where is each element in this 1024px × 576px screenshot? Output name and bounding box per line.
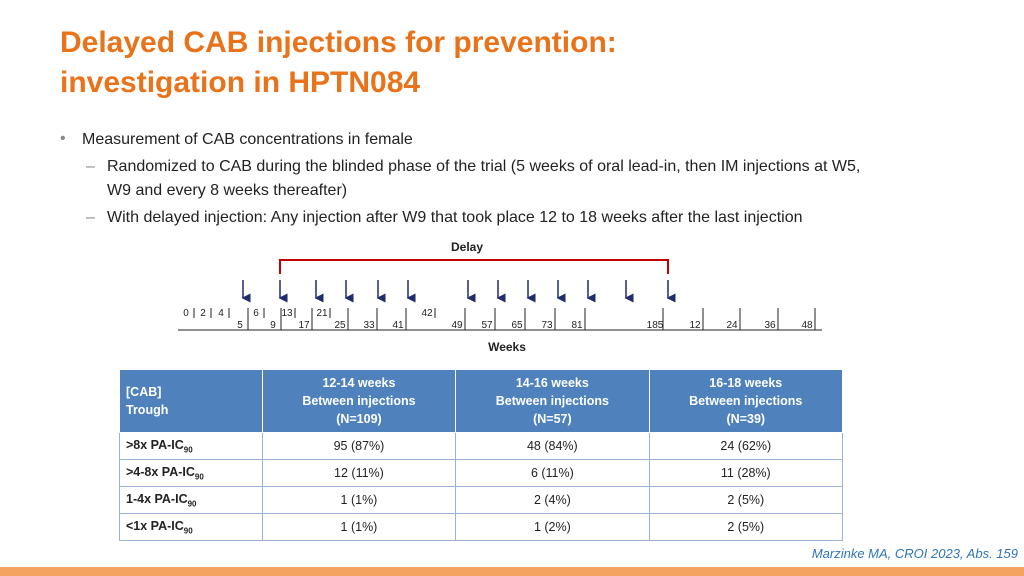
bullet: Randomized to CAB during the blinded pha… [107,158,861,175]
dash: – [86,209,95,226]
label-sub: 90 [187,499,197,509]
header-cell: 16-18 weeks Between injections (N=39) [648,369,844,433]
header-cell: 12-14 weeks Between injections (N=109) [261,369,457,433]
table: [CAB] Trough 12-14 weeks Between injectio… [119,369,844,541]
cell: 24 (62%) [648,432,844,460]
row: <1x PA-IC90 1 (1%) 1 (2%) 2 (5%) [119,513,844,541]
cell: 1 (1%) [261,486,457,514]
week-label: 9 [270,320,276,331]
cell: 2 (5%) [648,486,844,514]
week-label: 49 [451,320,463,331]
label-sub: 90 [194,472,204,482]
week-label: 33 [363,320,375,331]
title-line: Delayed CAB injections for prevention: [60,26,617,59]
week-label: 185 [647,320,664,331]
cell: 6 (11%) [455,459,650,487]
cell: 48 (84%) [455,432,650,460]
week-label: 21 [316,308,328,319]
cell: 11 (28%) [648,459,844,487]
label-sub: 90 [183,526,193,536]
label-sub: 90 [183,445,193,455]
cell: 1 (1%) [261,513,457,541]
week-label: 12 [689,320,701,331]
row-label: 1-4x PA-IC90 [119,486,263,514]
cell: 2 (5%) [648,513,844,541]
delay-bracket [279,259,669,274]
label-text: <1x PA-IC [126,518,184,533]
label-text: >4-8x PA-IC [126,464,195,479]
week-label: 73 [541,320,553,331]
row: >4-8x PA-IC90 12 (11%) 6 (11%) 11 (28%) [119,459,844,487]
row: >8x PA-IC90 95 (87%) 48 (84%) 24 (62%) [119,432,844,460]
week-label: 4 [218,308,224,319]
row-label: >4-8x PA-IC90 [119,459,263,487]
week-label: 81 [571,320,583,331]
week-label: 0 [183,308,189,319]
week-label: 41 [392,320,404,331]
week-label: 13 [281,308,293,319]
bullet: With delayed injection: Any injection af… [107,209,803,226]
bullet: Measurement of CAB concentrations in fem… [82,131,413,148]
row-label: >8x PA-IC90 [119,432,263,460]
label-text: >8x PA-IC [126,437,184,452]
week-label: 6 [253,308,259,319]
week-label: 48 [801,320,813,331]
title-line: investigation in HPTN084 [60,66,421,99]
week-label: 36 [764,320,776,331]
bullet-dot: • [60,130,66,147]
cell: 12 (11%) [261,459,457,487]
bullet: W9 and every 8 weeks thereafter) [107,182,348,199]
footer-bar [0,567,1024,576]
delay-label: Delay [451,240,483,254]
week-label: 57 [481,320,493,331]
week-label: 17 [298,320,310,331]
week-label: 5 [237,320,243,331]
axis-label: Weeks [488,340,526,354]
week-label: 25 [334,320,346,331]
row-label: <1x PA-IC90 [119,513,263,541]
week-label: 24 [726,320,738,331]
citation: Marzinke MA, CROI 2023, Abs. 159 [811,546,1018,561]
label-text: 1-4x PA-IC [126,491,188,506]
dash: – [86,158,95,175]
week-label: 2 [200,308,206,319]
cell: 1 (2%) [455,513,650,541]
week-label: 65 [511,320,523,331]
header-cell: 14-16 weeks Between injections (N=57) [455,369,650,433]
cell: 2 (4%) [455,486,650,514]
row: 1-4x PA-IC90 1 (1%) 2 (4%) 2 (5%) [119,486,844,514]
week-label: 42 [421,308,433,319]
header-cell: [CAB] Trough [119,369,263,433]
cell: 95 (87%) [261,432,457,460]
